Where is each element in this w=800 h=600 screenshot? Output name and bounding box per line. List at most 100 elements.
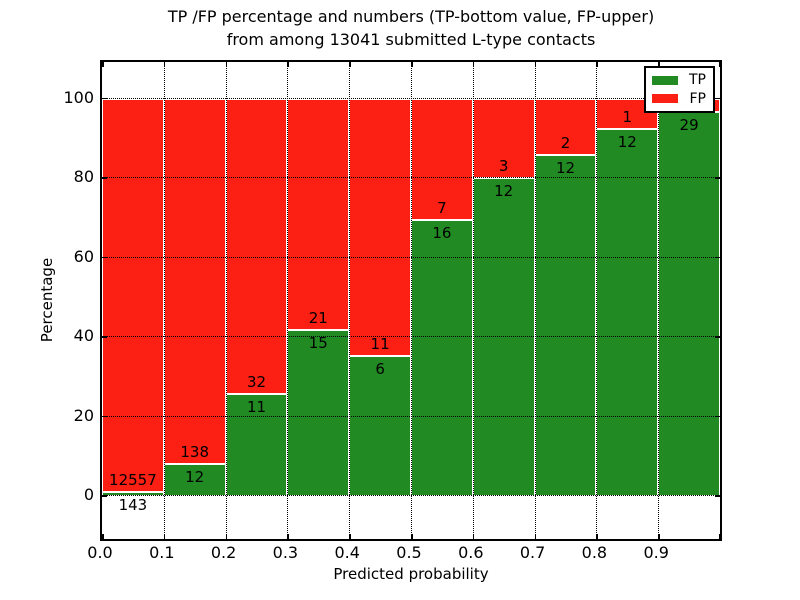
x-tick-mark (225, 534, 228, 539)
y-tick-mark (715, 336, 720, 338)
fp-bar-segment (163, 98, 226, 465)
v-gridline (472, 62, 474, 539)
v-gridline (411, 62, 412, 539)
tp-bar-segment (658, 111, 720, 497)
tp-count-label: 12 (494, 182, 514, 201)
x-tick-mark (287, 62, 289, 67)
tp-bar-segment (534, 155, 597, 497)
fp-count-label: 3 (498, 157, 509, 176)
y-tick-mark (102, 177, 107, 179)
y-tick-mark (102, 256, 107, 259)
y-tick-label: 20 (73, 405, 94, 425)
v-gridline (349, 62, 351, 539)
y-tick-mark (715, 415, 720, 418)
tp-count-label: 143 (118, 495, 148, 514)
y-tick-label: 100 (63, 87, 94, 107)
chart-title-line2: from among 13041 submitted L-type contac… (226, 30, 596, 49)
x-tick-mark (534, 62, 537, 67)
fp-count-label: 12557 (109, 470, 157, 489)
x-tick-label: 0.3 (272, 543, 299, 562)
plot-canvas: 12557 143 138 12 32 11 21 15 11 6 7 16 3 12 2 12 1 12 29 (102, 62, 720, 539)
fp-count-label: 32 (246, 373, 267, 392)
x-tick-mark (534, 534, 537, 539)
tp-bar-segment (287, 330, 350, 497)
v-gridline (596, 62, 598, 539)
x-tick-label: 0.4 (334, 543, 360, 562)
y-tick-mark (715, 495, 720, 497)
y-tick-mark (715, 256, 720, 259)
y-tick-mark (715, 97, 720, 100)
tp-count-label: 12 (555, 159, 576, 178)
x-tick-mark (411, 62, 413, 67)
legend-item-fp: FP (652, 91, 706, 107)
x-tick-mark (225, 62, 228, 67)
y-tick-mark (102, 415, 107, 418)
x-tick-mark (163, 62, 166, 67)
v-gridline (534, 62, 536, 539)
x-tick-mark (349, 62, 351, 67)
x-tick-mark (658, 534, 660, 539)
fp-count-label: 138 (180, 443, 210, 462)
v-gridline (287, 62, 289, 539)
x-tick-mark (349, 534, 351, 539)
x-tick-mark (718, 534, 720, 539)
legend-label-tp: TP (689, 72, 706, 89)
fp-count-label: 2 (560, 134, 571, 153)
tp-count-label: 12 (185, 468, 205, 487)
tp-count-label: 29 (679, 115, 699, 134)
v-gridline (658, 62, 660, 539)
fp-bar-segment (102, 98, 164, 492)
x-tick-label: 0.7 (519, 543, 546, 562)
plot-area: 12557 143 138 12 32 11 21 15 11 6 7 16 3 12 2 12 1 12 29 (100, 60, 722, 541)
x-tick-mark (411, 534, 413, 539)
x-tick-label: 0.5 (396, 543, 422, 562)
tp-count-label: 11 (246, 398, 267, 417)
y-tick-label: 60 (73, 246, 94, 266)
x-tick-mark (596, 62, 598, 67)
y-tick-label: 0 (83, 485, 94, 505)
x-tick-mark (596, 534, 598, 539)
y-tick-label: 80 (73, 167, 94, 187)
fp-bar-segment (287, 98, 350, 331)
x-tick-mark (102, 62, 104, 67)
x-tick-mark (472, 62, 475, 67)
y-tick-label: 40 (73, 326, 94, 346)
legend-label-fp: FP (689, 90, 707, 107)
x-tick-label: 0.1 (149, 543, 175, 562)
fp-count-label: 7 (437, 198, 447, 217)
fp-count-label: 21 (308, 309, 328, 328)
tp-bar-segment (472, 178, 535, 497)
tp-bar-segment (349, 355, 411, 497)
x-tick-mark (472, 534, 475, 539)
y-axis-title: Percentage (38, 257, 56, 343)
x-tick-label: 0.8 (581, 543, 608, 562)
x-tick-mark (163, 534, 166, 539)
x-axis-title: Predicted probability (333, 565, 489, 583)
x-tick-mark (658, 62, 660, 67)
legend: TP FP (644, 66, 715, 113)
y-tick-mark (102, 336, 107, 338)
fp-bar-segment (349, 98, 411, 356)
fp-bar-segment (534, 98, 597, 156)
fp-count-label: 1 (622, 108, 633, 127)
tp-bar-segment (411, 219, 473, 497)
x-tick-label: 0.0 (87, 543, 113, 562)
x-tick-mark (287, 534, 289, 539)
y-tick-mark (102, 97, 107, 100)
tp-count-label: 6 (375, 359, 385, 378)
x-tick-label: 0.6 (458, 543, 484, 562)
tp-bar-segment (596, 129, 659, 497)
chart-title-line1: TP /FP percentage and numbers (TP-bottom… (167, 7, 655, 26)
x-tick-mark (102, 534, 104, 539)
v-gridline (225, 62, 227, 539)
legend-item-tp: TP (652, 72, 706, 88)
x-tick-mark (718, 62, 720, 67)
fp-legend-swatch-icon (652, 94, 678, 104)
v-gridline (163, 62, 165, 539)
fp-count-label: 11 (370, 334, 390, 353)
tp-count-label: 16 (432, 223, 452, 242)
fp-bar-segment (411, 98, 473, 220)
tp-count-label: 15 (308, 334, 328, 353)
tp-legend-swatch-icon (652, 75, 678, 85)
